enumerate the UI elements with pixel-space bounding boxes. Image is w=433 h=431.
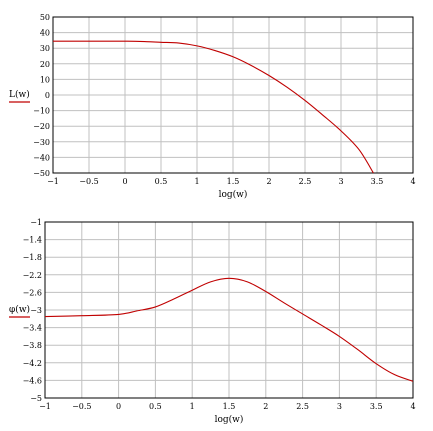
y-tick-label: −50 bbox=[33, 169, 50, 178]
x-tick-label: −1 bbox=[39, 402, 51, 411]
y-tick-label: −3.8 bbox=[23, 341, 42, 350]
phase-y-axis-label: φ(w) bbox=[9, 304, 30, 315]
magnitude-plot-frame bbox=[52, 16, 414, 174]
x-tick-label: 0 bbox=[122, 177, 127, 186]
x-tick-label: 0 bbox=[116, 402, 121, 411]
x-tick-label: 4 bbox=[410, 402, 415, 411]
x-tick-label: 2 bbox=[263, 402, 268, 411]
y-tick-label: −1.4 bbox=[23, 236, 42, 245]
x-tick-label: −0.5 bbox=[79, 177, 98, 186]
y-tick-label: −4.2 bbox=[23, 359, 42, 368]
phase-x-axis-label: log(w) bbox=[215, 414, 244, 425]
magnitude-series-line bbox=[53, 40, 374, 174]
y-tick-label: 10 bbox=[40, 75, 50, 84]
x-tick-label: 3.5 bbox=[370, 402, 383, 411]
y-tick-label: −3 bbox=[30, 306, 42, 315]
y-tick-label: −20 bbox=[33, 122, 50, 131]
y-tick-label: −5 bbox=[30, 394, 42, 403]
x-tick-label: 2 bbox=[266, 177, 271, 186]
y-tick-label: 0 bbox=[45, 91, 50, 100]
x-tick-label: −1 bbox=[47, 177, 59, 186]
y-tick-label: −4.6 bbox=[23, 376, 42, 385]
x-tick-label: 2.5 bbox=[296, 402, 309, 411]
y-tick-label: −3.4 bbox=[23, 324, 42, 333]
y-tick-label: −2.2 bbox=[23, 271, 42, 280]
x-tick-label: 0.5 bbox=[149, 402, 162, 411]
x-tick-label: 3 bbox=[338, 177, 343, 186]
magnitude-y-axis-label: L(w) bbox=[9, 89, 30, 100]
y-tick-label: 30 bbox=[40, 44, 50, 53]
y-tick-label: 20 bbox=[40, 60, 50, 69]
phase-series-line bbox=[44, 277, 414, 382]
y-tick-label: −2.6 bbox=[23, 288, 42, 297]
y-tick-label: −1 bbox=[30, 218, 42, 227]
x-tick-label: 0.5 bbox=[155, 177, 168, 186]
y-tick-label: −30 bbox=[33, 138, 50, 147]
magnitude-x-axis-label: log(w) bbox=[219, 189, 248, 200]
x-tick-label: 3.5 bbox=[371, 177, 384, 186]
phase-chart: −1 −0.5 0 0.5 1 1.5 2 2.5 3 3.5 4 −1 −1.4 −1.8 −2.2 −2… bbox=[9, 218, 416, 425]
x-tick-label: 2.5 bbox=[299, 177, 312, 186]
x-tick-label: 1 bbox=[194, 177, 199, 186]
y-tick-label: −40 bbox=[33, 153, 50, 162]
magnitude-chart: −1 −0.5 0 0.5 1 1.5 2 2.5 3 3.5 4 50 40 30 20 10 0 −10 −2… bbox=[9, 13, 416, 200]
x-tick-label: −0.5 bbox=[72, 402, 91, 411]
x-tick-label: 1.5 bbox=[223, 402, 236, 411]
x-tick-label: 4 bbox=[410, 177, 415, 186]
y-tick-label: −10 bbox=[33, 107, 50, 116]
x-tick-label: 1.5 bbox=[227, 177, 240, 186]
phase-plot-frame bbox=[44, 221, 414, 399]
y-tick-label: 40 bbox=[40, 29, 50, 38]
x-tick-label: 1 bbox=[190, 402, 195, 411]
x-tick-label: 3 bbox=[337, 402, 342, 411]
y-tick-label: −1.8 bbox=[23, 253, 42, 262]
y-tick-label: 50 bbox=[40, 13, 50, 22]
